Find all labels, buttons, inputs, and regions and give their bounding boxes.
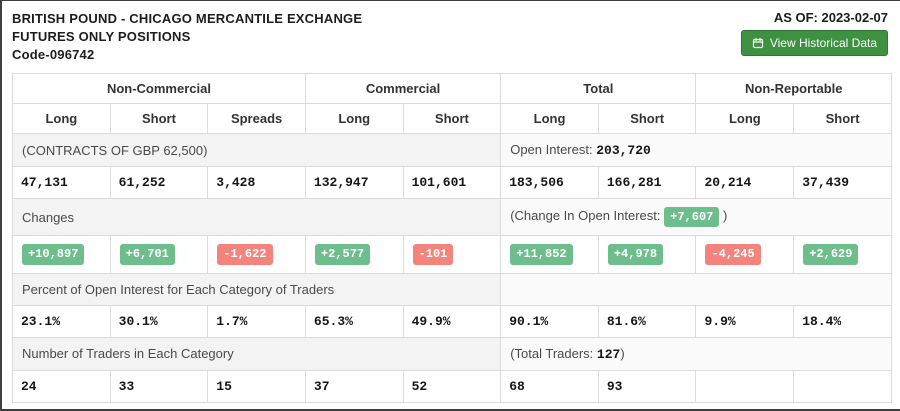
- col-nonrep-long: Long: [695, 103, 795, 134]
- change-badge: +6,701: [119, 244, 175, 265]
- change-open-interest-label: (Change In Open Interest:: [510, 208, 661, 223]
- changes-label: Changes: [11, 197, 502, 237]
- col-noncomm-spreads: Spreads: [207, 103, 306, 134]
- report-header: BRITISH POUND - CHICAGO MERCANTILE EXCHA…: [12, 10, 892, 64]
- view-historical-data-label: View Historical Data: [769, 36, 877, 50]
- open-interest-value: 203,720: [596, 143, 651, 158]
- change-badge: +4,978: [607, 244, 664, 265]
- percent-cell: 90.1%: [500, 304, 599, 338]
- report-title-line1: BRITISH POUND - CHICAGO MERCANTILE EXCHA…: [12, 11, 363, 26]
- traders-cell: 93: [597, 369, 697, 403]
- as-of-date: AS OF: 2023-02-07: [773, 10, 888, 25]
- view-historical-data-button[interactable]: View Historical Data: [740, 30, 888, 56]
- percent-cell: 23.1%: [12, 304, 111, 338]
- calendar-icon: [752, 37, 764, 49]
- col-noncomm-short: Short: [109, 103, 209, 134]
- group-non-reportable: Non-Reportable: [695, 73, 892, 104]
- open-interest-label: Open Interest:: [510, 142, 593, 157]
- total-traders-label: (Total Traders:: [510, 345, 594, 361]
- position-cell: 3,428: [207, 166, 306, 199]
- traders-cell: 68: [500, 369, 599, 403]
- report-title-line2: FUTURES ONLY POSITIONS: [12, 29, 191, 44]
- traders-cell: 15: [207, 369, 306, 403]
- total-traders-suffix: ): [620, 345, 625, 361]
- col-total-short: Short: [597, 103, 697, 134]
- col-comm-short: Short: [402, 103, 502, 134]
- percent-label-row: Percent of Open Interest for Each Catego…: [11, 272, 892, 306]
- group-header-row: Non-Commercial Commercial Total Non-Repo…: [12, 73, 892, 104]
- group-non-commercial: Non-Commercial: [12, 73, 306, 104]
- position-cell: 61,252: [109, 166, 209, 199]
- percent-cell: 65.3%: [304, 304, 404, 338]
- traders-cell-empty: [793, 369, 892, 403]
- report-title-block: BRITISH POUND - CHICAGO MERCANTILE EXCHA…: [12, 10, 362, 64]
- change-badge: -1,622: [217, 244, 273, 265]
- traders-cell-empty: [695, 369, 795, 403]
- group-commercial: Commercial: [304, 73, 502, 104]
- change-badge: +10,897: [22, 244, 85, 265]
- open-interest-cell: Open Interest: 203,720: [500, 133, 892, 167]
- change-open-interest-badge: +7,607: [664, 207, 720, 228]
- percent-label-filler: [500, 272, 892, 306]
- report-header-right: AS OF: 2023-02-07 View Historical Data: [740, 10, 892, 56]
- col-nonrep-short: Short: [793, 103, 892, 134]
- total-traders-cell: (Total Traders: 127): [500, 336, 892, 371]
- cot-table: Non-Commercial Commercial Total Non-Repo…: [11, 73, 892, 403]
- percent-cell: 81.6%: [597, 304, 697, 338]
- total-traders-value: 127: [596, 346, 621, 362]
- group-total: Total: [500, 73, 697, 104]
- change-badge: -101: [412, 244, 454, 265]
- position-cell: 101,601: [402, 166, 502, 199]
- report-code: Code-096742: [12, 47, 95, 62]
- change-badge: -4,245: [705, 244, 761, 265]
- traders-cell: 33: [109, 369, 209, 403]
- change-badge: +11,852: [510, 244, 573, 265]
- percent-cell: 30.1%: [109, 304, 209, 338]
- positions-row: 47,131 61,252 3,428 132,947 101,601 183,…: [12, 166, 892, 199]
- column-header-row: Long Short Spreads Long Short Long Short…: [12, 103, 892, 134]
- position-cell: 47,131: [12, 166, 111, 199]
- percent-label: Percent of Open Interest for Each Catego…: [11, 272, 502, 306]
- col-total-long: Long: [500, 103, 599, 134]
- traders-cell: 24: [12, 369, 111, 403]
- traders-cell: 37: [304, 369, 404, 403]
- change-open-interest-suffix: ): [722, 208, 728, 223]
- change-badge: +2,577: [314, 244, 371, 265]
- percent-cell: 49.9%: [402, 304, 502, 338]
- changes-row: +10,897 +6,701 -1,622 +2,577 -101 +11,85…: [12, 235, 892, 274]
- changes-label-row: Changes (Change In Open Interest: +7,607…: [11, 197, 892, 237]
- percent-cell: 9.9%: [695, 304, 795, 338]
- position-cell: 37,439: [793, 166, 892, 199]
- position-cell: 183,506: [500, 166, 599, 199]
- cot-report-page: BRITISH POUND - CHICAGO MERCANTILE EXCHA…: [2, 1, 900, 403]
- percent-row: 23.1% 30.1% 1.7% 65.3% 49.9% 90.1% 81.6%…: [12, 304, 892, 338]
- traders-label-row: Number of Traders in Each Category (Tota…: [11, 336, 892, 371]
- contracts-row: (CONTRACTS OF GBP 62,500) Open Interest:…: [11, 133, 892, 167]
- change-badge: +2,629: [803, 244, 859, 265]
- col-comm-long: Long: [304, 103, 404, 134]
- col-noncomm-long: Long: [12, 103, 111, 134]
- percent-cell: 18.4%: [793, 304, 892, 338]
- contracts-label: (CONTRACTS OF GBP 62,500): [11, 133, 502, 167]
- position-cell: 20,214: [695, 166, 795, 199]
- position-cell: 166,281: [597, 166, 697, 199]
- traders-cell: 52: [402, 369, 502, 403]
- percent-cell: 1.7%: [207, 304, 306, 338]
- change-open-interest-cell: (Change In Open Interest: +7,607 ): [500, 197, 892, 237]
- traders-row: 24 33 15 37 52 68 93: [12, 369, 892, 403]
- traders-label: Number of Traders in Each Category: [11, 336, 502, 371]
- position-cell: 132,947: [304, 166, 404, 199]
